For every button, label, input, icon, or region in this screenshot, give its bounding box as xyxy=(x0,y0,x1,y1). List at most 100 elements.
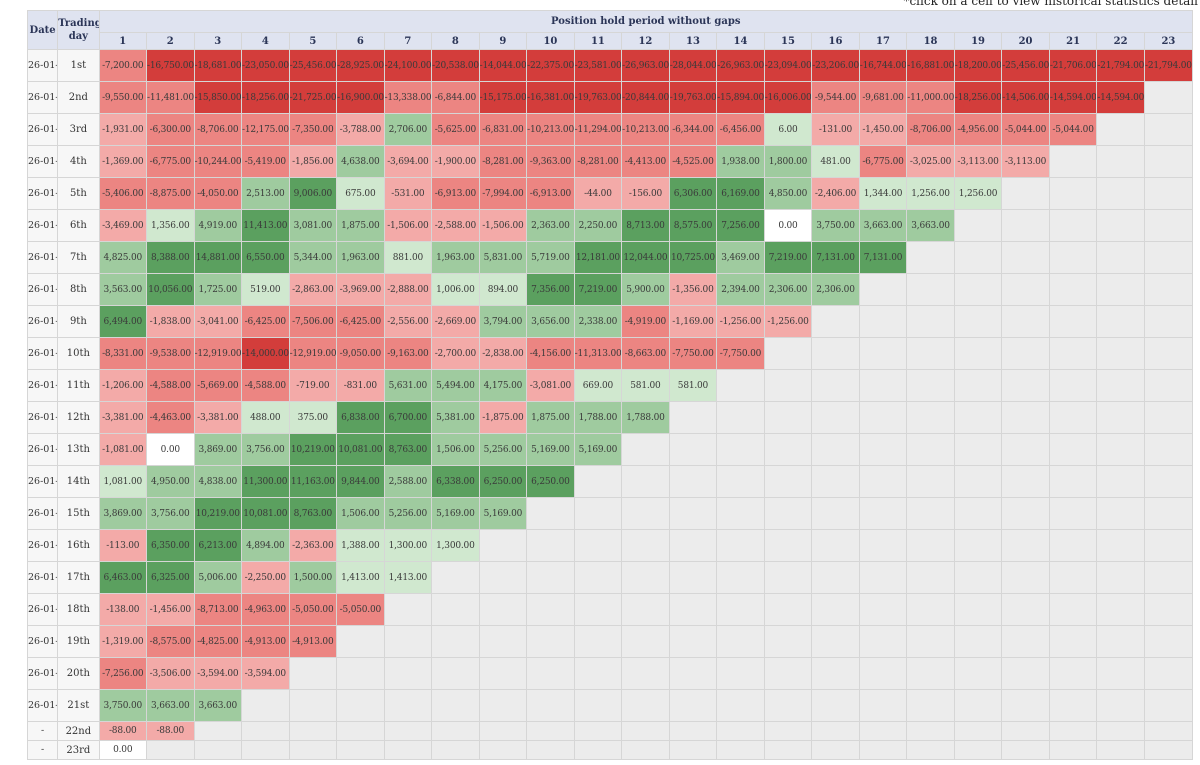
stat-cell[interactable]: 2,338.00 xyxy=(573,305,623,338)
stat-cell[interactable]: 4,950.00 xyxy=(146,465,195,498)
stat-cell[interactable]: -1,356.00 xyxy=(668,273,718,306)
stat-cell[interactable]: 1,800.00 xyxy=(763,145,813,178)
stat-cell[interactable]: -1,900.00 xyxy=(431,145,480,178)
stat-cell[interactable]: 8,388.00 xyxy=(146,241,195,274)
stat-cell[interactable]: -8,875.00 xyxy=(146,177,195,210)
stat-cell[interactable]: -4,525.00 xyxy=(668,145,718,178)
stat-cell[interactable]: -6,831.00 xyxy=(478,113,528,146)
stat-cell[interactable]: 1,413.00 xyxy=(336,561,385,594)
stat-cell[interactable]: 7,131.00 xyxy=(858,241,908,274)
stat-cell[interactable]: -18,256.00 xyxy=(953,81,1003,114)
stat-cell[interactable]: -3,969.00 xyxy=(336,273,385,306)
stat-cell[interactable]: -25,456.00 xyxy=(288,49,338,82)
stat-cell[interactable]: 10,081.00 xyxy=(336,433,385,466)
stat-cell[interactable]: -88.00 xyxy=(98,721,148,741)
stat-cell[interactable]: -21,725.00 xyxy=(288,81,338,114)
stat-cell[interactable]: 519.00 xyxy=(241,273,290,306)
stat-cell[interactable]: -2,888.00 xyxy=(383,273,433,306)
stat-cell[interactable]: 3,656.00 xyxy=(526,305,575,338)
stat-cell[interactable]: 6,325.00 xyxy=(146,561,195,594)
stat-cell[interactable]: -9,363.00 xyxy=(526,145,575,178)
stat-cell[interactable]: 1,300.00 xyxy=(383,529,433,562)
stat-cell[interactable]: -2,363.00 xyxy=(288,529,338,562)
stat-cell[interactable]: 3,869.00 xyxy=(98,497,148,530)
stat-cell[interactable]: 6,838.00 xyxy=(336,401,385,434)
stat-cell[interactable]: -21,706.00 xyxy=(1048,49,1098,82)
stat-cell[interactable]: -5,050.00 xyxy=(336,593,385,626)
stat-cell[interactable]: 10,725.00 xyxy=(668,241,718,274)
stat-cell[interactable]: -14,044.00 xyxy=(478,49,528,82)
stat-cell[interactable]: -1,931.00 xyxy=(98,113,148,146)
stat-cell[interactable]: -22,375.00 xyxy=(526,49,575,82)
stat-cell[interactable]: -3,081.00 xyxy=(526,369,575,402)
stat-cell[interactable]: -156.00 xyxy=(621,177,670,210)
stat-cell[interactable]: -2,406.00 xyxy=(811,177,860,210)
stat-cell[interactable]: 5,256.00 xyxy=(383,497,433,530)
stat-cell[interactable]: 9,844.00 xyxy=(336,465,385,498)
stat-cell[interactable]: 3,663.00 xyxy=(193,689,243,722)
stat-cell[interactable]: -2,556.00 xyxy=(383,305,433,338)
stat-cell[interactable]: 2,250.00 xyxy=(573,209,623,242)
stat-cell[interactable]: 6,350.00 xyxy=(146,529,195,562)
stat-cell[interactable]: -15,850.00 xyxy=(193,81,243,114)
stat-cell[interactable]: 1,788.00 xyxy=(573,401,623,434)
stat-cell[interactable]: -8,281.00 xyxy=(478,145,528,178)
stat-cell[interactable]: -26,963.00 xyxy=(621,49,670,82)
stat-cell[interactable]: -4,588.00 xyxy=(241,369,290,402)
stat-cell[interactable]: -5,044.00 xyxy=(1001,113,1050,146)
stat-cell[interactable]: -1,169.00 xyxy=(668,305,718,338)
stat-cell[interactable]: -6,425.00 xyxy=(241,305,290,338)
stat-cell[interactable]: -831.00 xyxy=(336,369,385,402)
stat-cell[interactable]: 3,750.00 xyxy=(811,209,860,242)
stat-cell[interactable]: -131.00 xyxy=(811,113,860,146)
stat-cell[interactable]: 1,081.00 xyxy=(98,465,148,498)
stat-cell[interactable]: -3,594.00 xyxy=(193,657,243,690)
stat-cell[interactable]: 3,794.00 xyxy=(478,305,528,338)
stat-cell[interactable]: -1,856.00 xyxy=(288,145,338,178)
stat-cell[interactable]: 5,169.00 xyxy=(573,433,623,466)
stat-cell[interactable]: 2,588.00 xyxy=(383,465,433,498)
stat-cell[interactable]: -4,956.00 xyxy=(953,113,1003,146)
stat-cell[interactable]: -1,206.00 xyxy=(98,369,148,402)
stat-cell[interactable]: -719.00 xyxy=(288,369,338,402)
stat-cell[interactable]: 481.00 xyxy=(811,145,860,178)
stat-cell[interactable]: 6,250.00 xyxy=(526,465,575,498)
stat-cell[interactable]: 4,825.00 xyxy=(98,241,148,274)
stat-cell[interactable]: -4,413.00 xyxy=(621,145,670,178)
stat-cell[interactable]: 0.00 xyxy=(763,209,813,242)
stat-cell[interactable]: -9,050.00 xyxy=(336,337,385,370)
stat-cell[interactable]: -44.00 xyxy=(573,177,623,210)
stat-cell[interactable]: -4,463.00 xyxy=(146,401,195,434)
stat-cell[interactable]: -9,163.00 xyxy=(383,337,433,370)
stat-cell[interactable]: 3,663.00 xyxy=(906,209,955,242)
stat-cell[interactable]: 1,356.00 xyxy=(146,209,195,242)
stat-cell[interactable]: 6.00 xyxy=(763,113,813,146)
stat-cell[interactable]: -3,113.00 xyxy=(953,145,1003,178)
stat-cell[interactable]: 11,300.00 xyxy=(241,465,290,498)
stat-cell[interactable]: 1,506.00 xyxy=(336,497,385,530)
stat-cell[interactable]: -14,594.00 xyxy=(1096,81,1145,114)
stat-cell[interactable]: -6,344.00 xyxy=(668,113,718,146)
stat-cell[interactable]: -1,875.00 xyxy=(478,401,528,434)
stat-cell[interactable]: -7,200.00 xyxy=(98,49,148,82)
stat-cell[interactable]: 1,788.00 xyxy=(621,401,670,434)
stat-cell[interactable]: -1,256.00 xyxy=(763,305,813,338)
stat-cell[interactable]: -3,113.00 xyxy=(1001,145,1050,178)
stat-cell[interactable]: -23,050.00 xyxy=(241,49,290,82)
stat-cell[interactable]: -2,863.00 xyxy=(288,273,338,306)
stat-cell[interactable]: -6,775.00 xyxy=(858,145,908,178)
stat-cell[interactable]: -10,213.00 xyxy=(621,113,670,146)
stat-cell[interactable]: -15,894.00 xyxy=(716,81,765,114)
stat-cell[interactable]: 4,175.00 xyxy=(478,369,528,402)
stat-cell[interactable]: 4,838.00 xyxy=(193,465,243,498)
stat-cell[interactable]: 5,169.00 xyxy=(478,497,528,530)
stat-cell[interactable]: -5,050.00 xyxy=(288,593,338,626)
stat-cell[interactable]: 375.00 xyxy=(288,401,338,434)
stat-cell[interactable]: -8,706.00 xyxy=(193,113,243,146)
stat-cell[interactable]: -1,256.00 xyxy=(716,305,765,338)
stat-cell[interactable]: -7,256.00 xyxy=(98,657,148,690)
stat-cell[interactable]: 675.00 xyxy=(336,177,385,210)
stat-cell[interactable]: -16,381.00 xyxy=(526,81,575,114)
stat-cell[interactable]: 2,394.00 xyxy=(716,273,765,306)
stat-cell[interactable]: 1,256.00 xyxy=(906,177,955,210)
